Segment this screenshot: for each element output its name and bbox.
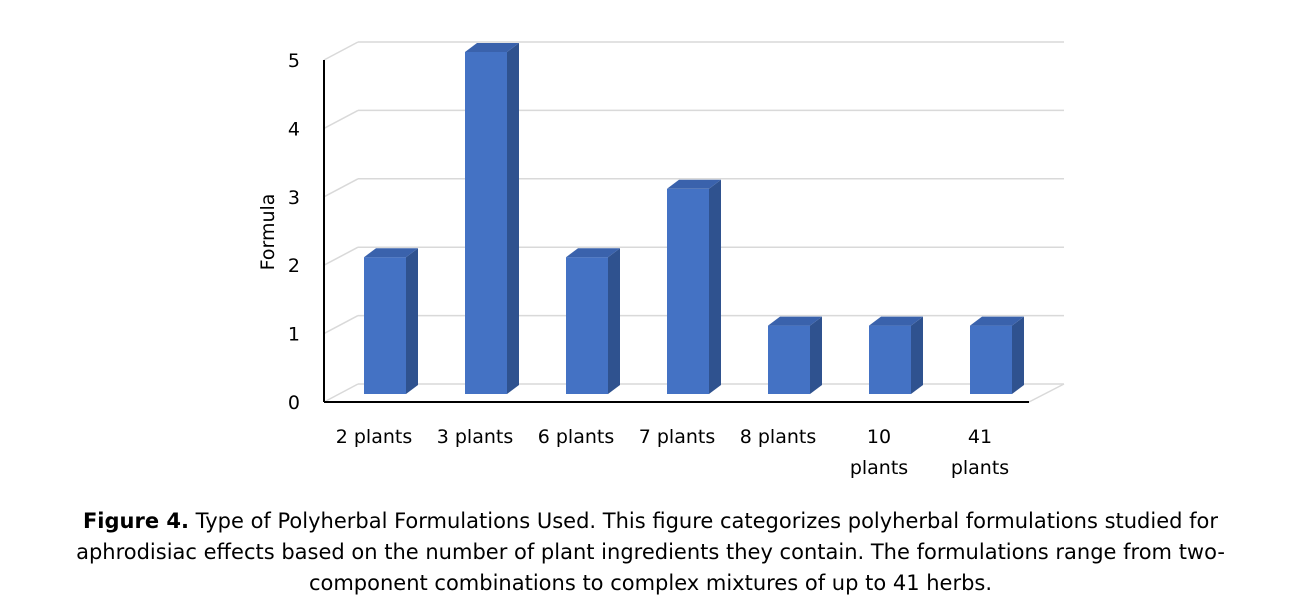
x-tick-label-line: 10 <box>867 426 891 448</box>
x-tick-label-line: plants <box>850 457 908 479</box>
gridline-depth <box>323 383 359 403</box>
gridline-depth <box>323 41 359 61</box>
y-tick-label: 4 <box>288 118 300 140</box>
gridline-depth <box>323 246 359 266</box>
bar <box>667 179 721 394</box>
axes <box>323 60 1029 403</box>
bar-front <box>768 325 810 394</box>
x-tick-label-line: 7 plants <box>639 426 716 448</box>
floor-edge <box>1028 383 1065 403</box>
caption-label: Figure 4. <box>82 509 189 533</box>
x-tick-label-line: 3 plants <box>437 426 514 448</box>
y-tick-label: 1 <box>288 324 300 346</box>
bar <box>869 316 923 394</box>
gridline-depth <box>323 178 359 198</box>
bar-top <box>667 179 721 189</box>
y-tick-label: 2 <box>288 255 300 277</box>
bar-side <box>709 179 721 394</box>
bar-top <box>465 43 519 52</box>
bar-top <box>566 248 620 258</box>
x-tick-label-line: 2 plants <box>336 426 413 448</box>
bar-side <box>1012 316 1024 394</box>
bar-side <box>507 43 519 394</box>
bar-front <box>566 257 608 394</box>
y-tick-label: 0 <box>288 392 300 414</box>
y-tick-label: 3 <box>288 187 300 209</box>
bar <box>768 316 822 394</box>
bar <box>970 316 1024 394</box>
bar-chart: 0 1 2 3 4 5 2 plants 3 plants 6 plants 7 plants 8… <box>257 41 1065 479</box>
bar <box>465 43 519 394</box>
bar-top <box>364 248 418 258</box>
bar-front <box>667 188 709 394</box>
bar <box>364 248 418 394</box>
bar-front <box>970 325 1012 394</box>
gridline-depth <box>323 109 359 130</box>
x-tick-label-line: 8 plants <box>740 426 817 448</box>
y-axis-label: Formula <box>257 194 279 271</box>
x-tick-label-line: 41 <box>968 426 992 448</box>
y-tick-labels: 0 1 2 3 4 5 <box>288 50 300 414</box>
bar-side <box>810 316 822 394</box>
x-tick-label: 7 plants <box>639 426 716 448</box>
bar-front <box>465 52 507 394</box>
x-tick-label-line: 6 plants <box>538 426 615 448</box>
x-tick-label: 41 plants <box>951 426 1009 479</box>
gridline-depth <box>323 314 359 335</box>
x-tick-label: 2 plants <box>336 426 413 448</box>
bar-side <box>911 316 923 394</box>
figure-caption: Figure 4. Type of Polyherbal Formulation… <box>20 506 1281 599</box>
x-tick-labels: 2 plants 3 plants 6 plants 7 plants 8 plants… <box>336 426 1009 479</box>
bar-front <box>869 325 911 394</box>
bars <box>364 43 1024 394</box>
bar-top <box>768 316 822 326</box>
x-tick-label: 3 plants <box>437 426 514 448</box>
caption-text: Type of Polyherbal Formulations Used. Th… <box>76 509 1225 595</box>
x-tick-label: 6 plants <box>538 426 615 448</box>
bar-front <box>364 257 406 394</box>
bar <box>566 248 620 394</box>
x-tick-label-line: plants <box>951 457 1009 479</box>
x-tick-label: 10 plants <box>850 426 908 479</box>
x-tick-label: 8 plants <box>740 426 817 448</box>
y-tick-label: 5 <box>288 50 300 72</box>
bar-top <box>970 316 1024 326</box>
bar-side <box>608 248 620 394</box>
bar-side <box>406 248 418 394</box>
bar-top <box>869 316 923 326</box>
